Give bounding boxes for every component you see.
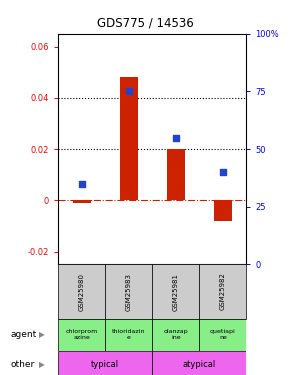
Bar — [199, 264, 246, 319]
Bar — [58, 319, 105, 351]
Text: atypical: atypical — [183, 360, 216, 369]
Text: typical: typical — [91, 360, 119, 369]
Bar — [105, 319, 152, 351]
Point — [221, 169, 225, 175]
Text: agent: agent — [10, 330, 37, 339]
Text: ▶: ▶ — [39, 330, 45, 339]
Point — [79, 181, 84, 187]
Text: olanzap
ine: olanzap ine — [164, 329, 188, 340]
Text: quetiapi
ne: quetiapi ne — [210, 329, 236, 340]
Text: GSM25983: GSM25983 — [126, 273, 132, 310]
Text: thioridazin
e: thioridazin e — [112, 329, 145, 340]
Bar — [152, 351, 246, 375]
Bar — [152, 319, 200, 351]
Bar — [199, 319, 246, 351]
Text: GDS775 / 14536: GDS775 / 14536 — [97, 17, 193, 30]
Text: GSM25981: GSM25981 — [173, 273, 179, 310]
Text: GSM25980: GSM25980 — [79, 273, 85, 310]
Bar — [152, 264, 200, 319]
Bar — [105, 264, 152, 319]
Point — [126, 88, 131, 94]
Bar — [214, 200, 232, 221]
Bar — [167, 149, 185, 200]
Text: chlorprom
azine: chlorprom azine — [66, 329, 98, 340]
Bar — [120, 77, 138, 200]
Point — [173, 135, 178, 141]
Bar — [58, 351, 152, 375]
Bar — [58, 264, 105, 319]
Text: other: other — [10, 360, 35, 369]
Text: ▶: ▶ — [39, 360, 45, 369]
Text: GSM25982: GSM25982 — [220, 273, 226, 310]
Bar — [72, 200, 90, 203]
